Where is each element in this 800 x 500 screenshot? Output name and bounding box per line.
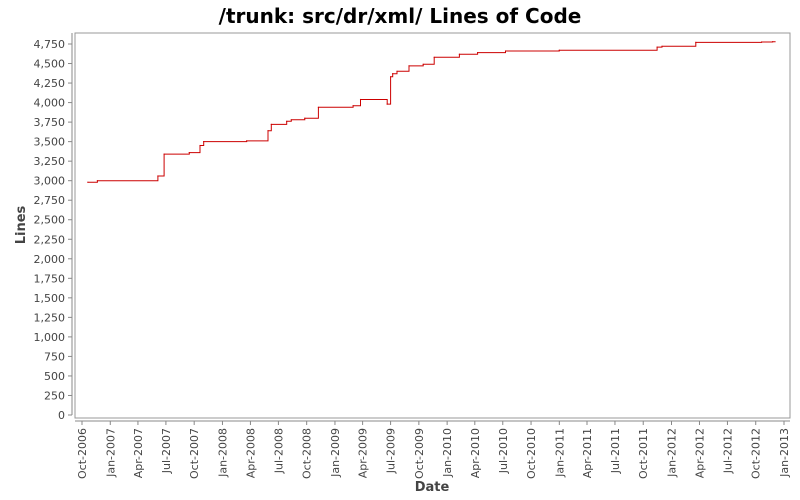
data-point (422, 63, 424, 65)
y-tick-label: 1,500 (34, 292, 66, 305)
data-point (304, 117, 306, 119)
y-tick-label: 1,750 (34, 272, 66, 285)
y-tick-label: 4,250 (34, 77, 66, 90)
data-point (290, 119, 292, 121)
plot-area (74, 32, 791, 419)
x-tick-label: Oct-2008 (301, 428, 314, 479)
data-point (157, 175, 159, 177)
data-point (695, 41, 697, 44)
data-point (558, 49, 560, 51)
data-point (504, 50, 507, 52)
chart-title: /trunk: src/dr/xml/ Lines of Code (218, 4, 582, 28)
x-tick-label: Oct-2009 (413, 428, 426, 479)
y-tick-label: 2,000 (34, 253, 66, 266)
x-tick-label: Oct-2006 (76, 428, 89, 479)
y-axis-title: Lines (14, 205, 29, 244)
data-point (163, 153, 165, 155)
y-tick-label: 3,500 (34, 136, 66, 149)
x-tick-label: Jan-2012 (666, 428, 679, 478)
x-tick-label: Jul-2010 (497, 428, 510, 474)
x-tick-label: Apr-2009 (357, 428, 370, 478)
data-point (433, 56, 435, 58)
data-point (87, 181, 89, 183)
x-tick-label: Apr-2011 (581, 428, 594, 478)
x-tick-label: Jan-2009 (329, 428, 342, 478)
data-point (267, 130, 269, 132)
data-point (246, 140, 248, 142)
x-tick-label: Jan-2010 (441, 428, 454, 478)
y-tick-label: 2,750 (34, 194, 66, 207)
data-point (761, 41, 763, 43)
data-point (317, 106, 319, 108)
y-tick-label: 2,500 (34, 214, 66, 227)
data-point (270, 123, 272, 125)
data-point (661, 45, 663, 47)
data-point (392, 73, 394, 75)
y-tick-label: 750 (44, 350, 65, 363)
data-point (396, 70, 398, 72)
data-point (188, 152, 190, 154)
data-point (408, 65, 410, 67)
x-tick-label: Jul-2011 (609, 428, 622, 474)
data-point (96, 180, 98, 182)
y-tick-label: 1,000 (34, 331, 66, 344)
x-tick-label: Apr-2012 (693, 428, 706, 478)
data-point (203, 141, 205, 143)
x-tick-label: Oct-2011 (637, 428, 650, 479)
y-tick-label: 500 (44, 370, 65, 383)
y-tick-label: 4,750 (34, 38, 66, 51)
y-axis: 0 250 500 750 1,000 1,250 1,500 1,750 2,000 2,250… (34, 33, 73, 422)
x-axis: Oct-2006 Jan-2007 Apr-2007 Jul-2007 Oct-2007… (75, 420, 791, 479)
x-tick-label: Oct-2007 (188, 428, 201, 479)
data-point (477, 52, 479, 54)
x-tick-label: Jul-2012 (721, 428, 734, 474)
y-tick-label: 0 (58, 409, 65, 422)
x-tick-label: Oct-2010 (525, 428, 538, 479)
data-point (199, 144, 201, 147)
y-tick-label: 1,250 (34, 311, 66, 324)
y-tick-label: 3,000 (34, 175, 66, 188)
data-point (352, 105, 354, 107)
data-point (359, 98, 362, 101)
data-point (386, 103, 388, 105)
x-tick-label: Apr-2008 (244, 428, 257, 478)
x-tick-label: Jan-2013 (778, 428, 791, 478)
y-tick-label: 250 (44, 389, 65, 402)
x-tick-label: Jan-2008 (216, 428, 229, 478)
y-tick-label: 3,250 (34, 155, 66, 168)
x-tick-label: Jul-2009 (385, 428, 398, 474)
y-tick-label: 4,500 (34, 58, 66, 71)
data-point (656, 46, 658, 48)
data-point (390, 76, 392, 78)
x-tick-label: Oct-2012 (750, 428, 763, 479)
series-line (87, 41, 776, 183)
y-tick-label: 2,250 (34, 233, 66, 246)
y-tick-label: 4,000 (34, 97, 66, 110)
x-tick-label: Apr-2010 (469, 428, 482, 478)
data-point (772, 41, 774, 43)
x-tick-label: Jan-2007 (104, 428, 117, 478)
data-point (286, 120, 288, 122)
x-axis-title: Date (415, 480, 450, 495)
y-tick-label: 3,750 (34, 116, 66, 129)
x-tick-label: Jul-2008 (272, 428, 285, 474)
x-tick-label: Jul-2007 (160, 428, 173, 474)
series-layer (87, 41, 776, 183)
x-tick-label: Apr-2007 (132, 428, 145, 478)
data-point (458, 53, 460, 55)
x-tick-label: Jan-2011 (553, 428, 566, 478)
